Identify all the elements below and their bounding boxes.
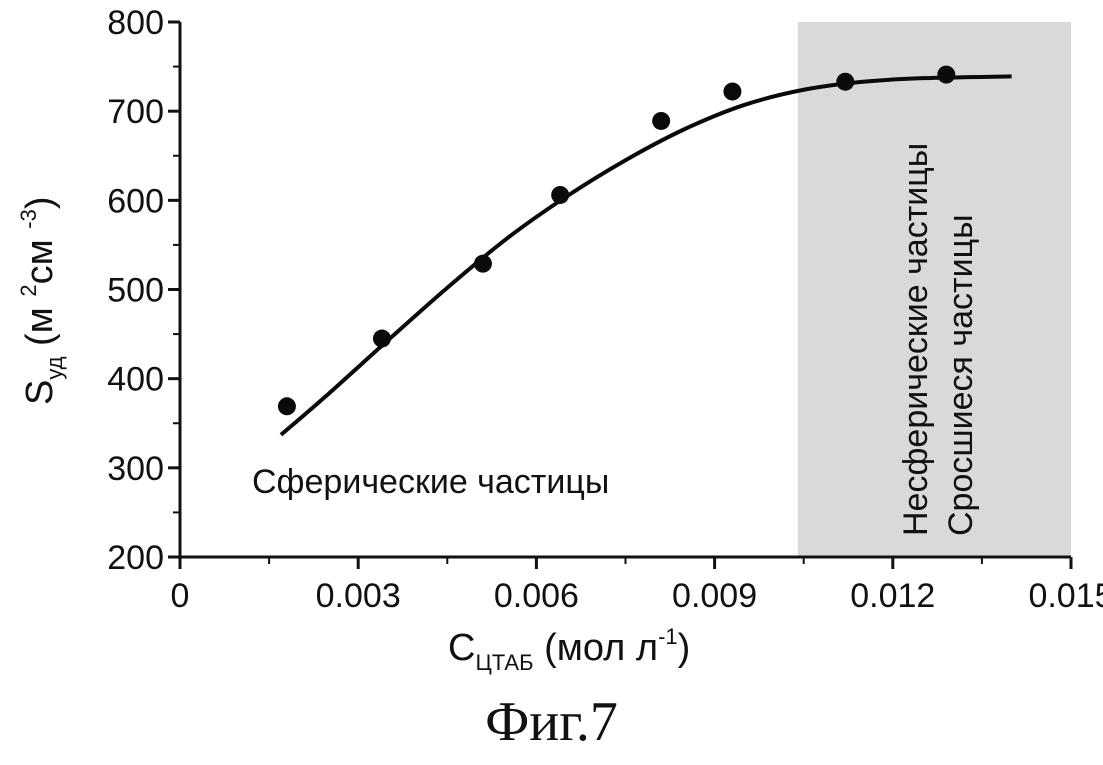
data-point	[652, 112, 670, 130]
x-tick-label: 0.015	[1028, 577, 1103, 615]
y-tick-label: 200	[107, 539, 164, 577]
x-tick-label: 0.006	[494, 577, 579, 615]
data-point	[373, 330, 391, 348]
annotation-fused: Сросшиеся частицы	[942, 214, 980, 536]
x-tick-label: 0	[171, 577, 190, 615]
x-tick-labels: 0 0.003 0.006 0.009 0.012 0.015	[171, 577, 1103, 615]
x-axis-label: CЦТАБ (мол л-1)	[448, 624, 690, 675]
y-tick-label: 300	[107, 450, 164, 488]
data-point	[723, 83, 741, 101]
y-tick-label: 700	[107, 93, 164, 131]
data-point	[278, 397, 296, 415]
data-point	[836, 73, 854, 91]
y-tick-labels: 200 300 400 500 600 700 800	[107, 4, 164, 577]
y-tick-label: 400	[107, 361, 164, 399]
figure-caption: Фиг.7	[0, 690, 1103, 754]
x-tick-label: 0.009	[672, 577, 757, 615]
x-tick-label: 0.012	[850, 577, 935, 615]
y-axis-label: Sуд (м 2см -3)	[16, 196, 67, 405]
annotation-nonspherical: Несферические частицы	[897, 143, 935, 536]
y-tick-label: 600	[107, 182, 164, 220]
y-tick-label: 800	[107, 4, 164, 42]
data-point	[551, 186, 569, 204]
data-point	[474, 255, 492, 273]
x-tick-label: 0.003	[316, 577, 401, 615]
chart-figure: 0 0.003 0.006 0.009 0.012 0.015 200 300 400 500 6…	[0, 0, 1103, 690]
y-tick-label: 500	[107, 272, 164, 310]
annotation-spherical: Сферические частицы	[252, 463, 609, 501]
data-point	[937, 66, 955, 84]
